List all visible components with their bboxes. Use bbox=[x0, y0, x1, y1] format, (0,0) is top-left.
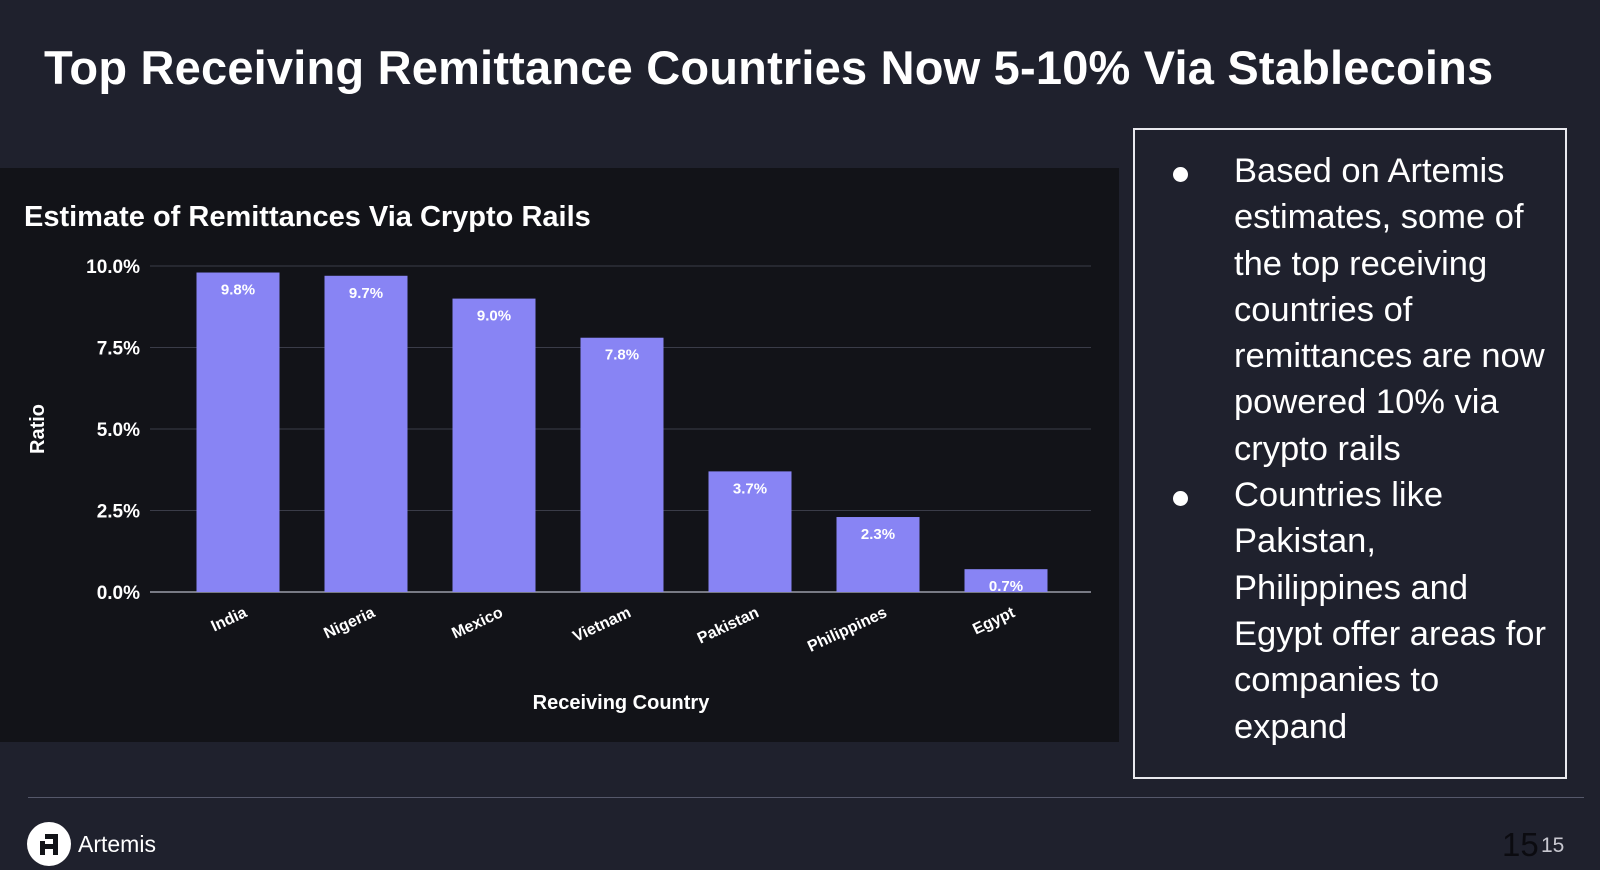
footer-divider bbox=[28, 797, 1584, 798]
x-tick-label: Pakistan bbox=[695, 604, 762, 647]
bullet-item: Countries like Pakistan, Philippines and… bbox=[1135, 472, 1549, 750]
chart-panel: Estimate of Remittances Via Crypto Rails… bbox=[0, 168, 1119, 742]
y-axis-label: Ratio bbox=[27, 404, 49, 454]
bar bbox=[580, 337, 664, 592]
bar-chart: Estimate of Remittances Via Crypto Rails… bbox=[24, 201, 1091, 714]
x-tick-label: Vietnam bbox=[570, 604, 633, 646]
bar bbox=[196, 272, 280, 592]
x-axis-label: Receiving Country bbox=[533, 692, 711, 714]
data-label: 3.7% bbox=[733, 480, 767, 497]
y-tick-label: 5.0% bbox=[97, 420, 140, 441]
bullet-item: Based on Artemis estimates, some of the … bbox=[1135, 148, 1549, 472]
bar bbox=[324, 275, 408, 592]
bar bbox=[836, 517, 920, 592]
data-label: 9.8% bbox=[221, 282, 255, 299]
data-label: 9.0% bbox=[477, 308, 511, 325]
bar bbox=[452, 298, 536, 592]
y-tick-label: 10.0% bbox=[86, 257, 140, 278]
x-tick-label: Mexico bbox=[449, 604, 506, 642]
x-tick-label: India bbox=[209, 604, 250, 635]
x-tick-label: Philippines bbox=[805, 604, 890, 656]
bullet-list: Based on Artemis estimates, some of the … bbox=[1135, 130, 1565, 750]
slide-title: Top Receiving Remittance Countries Now 5… bbox=[44, 41, 1494, 94]
page-number: 15 bbox=[1502, 826, 1539, 863]
y-tick-label: 7.5% bbox=[97, 339, 140, 360]
brand-name: Artemis bbox=[78, 830, 156, 857]
brand-logo: Artemis bbox=[27, 822, 156, 866]
data-label: 9.7% bbox=[349, 285, 383, 302]
chart-title: Estimate of Remittances Via Crypto Rails bbox=[24, 201, 591, 233]
page-number-small: 15 bbox=[1541, 834, 1565, 857]
artemis-logo-icon bbox=[27, 822, 71, 866]
bullet-text: Based on Artemis estimates, some of the … bbox=[1234, 152, 1545, 468]
bullet-box: Based on Artemis estimates, some of the … bbox=[1133, 128, 1567, 779]
bullet-dot-icon bbox=[1173, 491, 1188, 507]
data-label: 7.8% bbox=[605, 347, 639, 364]
data-label: 0.7% bbox=[989, 578, 1023, 595]
bullet-dot-icon bbox=[1173, 167, 1188, 182]
bar bbox=[964, 569, 1048, 592]
data-label: 2.3% bbox=[861, 526, 895, 543]
bullet-text: Countries like Pakistan, Philippines and… bbox=[1234, 476, 1546, 746]
y-tick-label: 0.0% bbox=[97, 583, 140, 604]
x-tick-label: Egypt bbox=[970, 604, 1018, 638]
bar bbox=[708, 471, 792, 592]
x-tick-label: Nigeria bbox=[321, 604, 377, 642]
y-tick-label: 2.5% bbox=[97, 502, 140, 523]
